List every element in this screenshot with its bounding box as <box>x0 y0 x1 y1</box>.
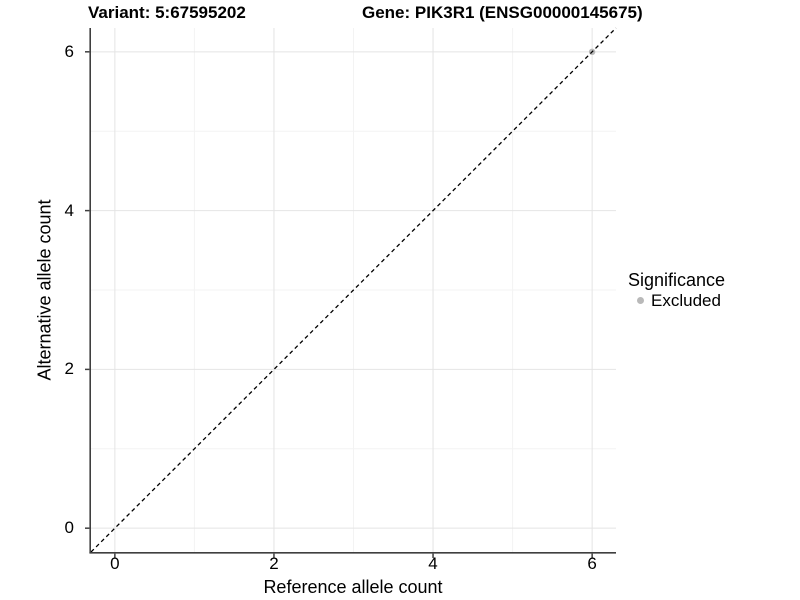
y-tick-label: 4 <box>64 200 74 220</box>
axis-lines <box>89 28 616 554</box>
plot-title-variant: Variant: 5:67595202 <box>88 3 246 22</box>
legend-item-excluded: Excluded <box>628 291 725 310</box>
x-tick-label: 4 <box>428 554 438 573</box>
legend-point-icon <box>637 297 644 304</box>
data-points <box>588 48 596 56</box>
plot-title-gene: Gene: PIK3R1 (ENSG00000145675) <box>362 3 643 22</box>
y-tick-label: 6 <box>64 41 74 61</box>
legend: Significance Excluded <box>628 270 725 310</box>
x-tick-label: 6 <box>587 554 597 573</box>
x-axis-title: Reference allele count <box>263 577 443 597</box>
y-tick-label: 0 <box>64 518 74 538</box>
axis-ticks <box>85 51 593 558</box>
grid-minor <box>91 28 616 552</box>
x-tick-label: 2 <box>269 554 279 573</box>
x-tick-label: 0 <box>110 554 120 573</box>
y-axis-title: Alternative allele count <box>34 199 55 381</box>
grid-major <box>91 28 616 552</box>
y-tick-label: 2 <box>64 359 74 379</box>
legend-title: Significance <box>628 270 726 290</box>
legend-item-label: Excluded <box>651 291 721 310</box>
identity-line <box>90 27 617 553</box>
